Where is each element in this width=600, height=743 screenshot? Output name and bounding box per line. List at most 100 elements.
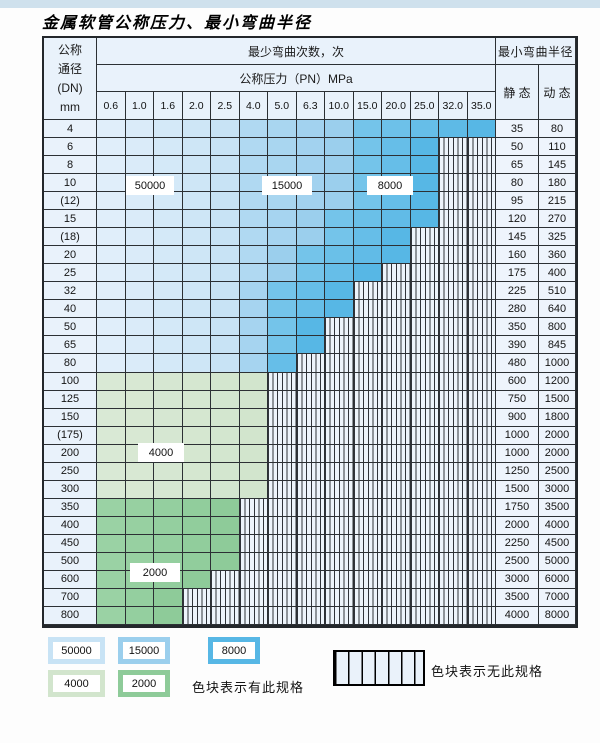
dn-value: 32: [44, 282, 97, 301]
no-spec-cell: [296, 570, 325, 589]
no-spec-cell: [439, 462, 468, 481]
spec-cell-15000: [239, 336, 268, 355]
spec-cell-50000: [125, 264, 154, 283]
spec-table: 公称 通径 (DN) mm 最少弯曲次数，次 最小弯曲半径 公称压力（PN）MP…: [42, 36, 578, 628]
spec-cell-8000: [325, 210, 354, 229]
no-spec-cell: [268, 390, 297, 409]
no-spec-cell: [467, 372, 496, 391]
spec-cell-2000: [97, 498, 126, 517]
no-spec-cell: [410, 300, 439, 319]
spec-cell-15000: [239, 210, 268, 229]
no-spec-cell: [325, 372, 354, 391]
spec-cell-15000: [296, 192, 325, 211]
spec-cell-15000: [239, 318, 268, 337]
no-spec-cell: [439, 210, 468, 229]
spec-cell-50000: [97, 336, 126, 355]
spec-cell-50000: [211, 192, 240, 211]
no-spec-cell: [268, 462, 297, 481]
spec-cell-4000: [154, 408, 183, 427]
spec-cell-50000: [154, 120, 183, 139]
spec-cell-50000: [211, 138, 240, 157]
no-spec-cell: [439, 552, 468, 571]
no-spec-cell: [467, 426, 496, 445]
spec-cell-4000: [125, 372, 154, 391]
dynamic-radius-value: 1200: [539, 372, 576, 391]
no-spec-cell: [325, 462, 354, 481]
no-spec-cell: [467, 228, 496, 247]
spec-cell-2000: [154, 588, 183, 607]
no-spec-cell: [467, 282, 496, 301]
no-spec-cell: [353, 606, 382, 625]
dn-value: 300: [44, 480, 97, 499]
spec-cell-8000: [325, 246, 354, 265]
spec-cell-50000: [154, 228, 183, 247]
spec-cell-8000: [353, 210, 382, 229]
no-spec-cell: [353, 372, 382, 391]
pressure-tick: 6.3: [296, 92, 325, 120]
spec-cell-15000: [268, 264, 297, 283]
no-spec-cell: [353, 570, 382, 589]
dynamic-header: 动 态: [539, 65, 576, 120]
spec-cell-4000: [182, 426, 211, 445]
no-spec-cell: [325, 606, 354, 625]
static-radius-value: 900: [496, 408, 539, 427]
no-spec-cell: [410, 444, 439, 463]
spec-cell-2000: [97, 570, 126, 589]
static-radius-value: 35: [496, 120, 539, 139]
dynamic-radius-value: 3500: [539, 498, 576, 517]
spec-cell-8000: [296, 336, 325, 355]
dn-header-line: 公称: [57, 42, 82, 57]
spec-cell-15000: [239, 282, 268, 301]
spec-cell-50000: [211, 210, 240, 229]
spec-cell-4000: [211, 408, 240, 427]
spec-cell-50000: [182, 120, 211, 139]
no-spec-cell: [268, 516, 297, 535]
spec-cell-50000: [125, 300, 154, 319]
no-spec-cell: [268, 570, 297, 589]
spec-cell-4000: [182, 408, 211, 427]
no-spec-cell: [467, 210, 496, 229]
no-spec-cell: [439, 444, 468, 463]
spec-cell-2000: [97, 588, 126, 607]
spec-cell-4000: [239, 462, 268, 481]
legend-box-label: 2000: [123, 675, 165, 692]
dynamic-radius-value: 400: [539, 264, 576, 283]
no-spec-cell: [182, 606, 211, 625]
pressure-tick: 10.0: [325, 92, 354, 120]
no-spec-cell: [353, 354, 382, 373]
spec-cell-8000: [410, 156, 439, 175]
dynamic-radius-value: 325: [539, 228, 576, 247]
spec-cell-50000: [97, 120, 126, 139]
spec-cell-15000: [268, 228, 297, 247]
legend-box-15000: 15000: [118, 637, 170, 664]
dn-value: 200: [44, 444, 97, 463]
no-spec-cell: [239, 606, 268, 625]
pressure-tick: 0.6: [97, 92, 126, 120]
dn-value: 700: [44, 588, 97, 607]
no-spec-cell: [382, 552, 411, 571]
static-radius-value: 350: [496, 318, 539, 337]
dn-header-line: mm: [60, 99, 80, 114]
legend-has-spec-text: 色块表示有此规格: [192, 680, 305, 695]
spec-cell-50000: [154, 138, 183, 157]
static-radius-value: 2500: [496, 552, 539, 571]
no-spec-cell: [467, 390, 496, 409]
no-spec-cell: [353, 336, 382, 355]
pressure-tick: 4.0: [239, 92, 268, 120]
spec-cell-50000: [125, 282, 154, 301]
spec-cell-4000: [97, 462, 126, 481]
dn-value: (18): [44, 228, 97, 247]
no-spec-cell: [211, 606, 240, 625]
spec-cell-8000: [353, 228, 382, 247]
spec-cell-50000: [125, 156, 154, 175]
dn-header: 公称 通径 (DN) mm: [44, 38, 97, 120]
spec-cell-15000: [268, 192, 297, 211]
spec-cell-50000: [182, 228, 211, 247]
no-spec-cell: [467, 174, 496, 193]
no-spec-cell: [296, 534, 325, 553]
spec-cell-50000: [182, 138, 211, 157]
spec-cell-50000: [182, 210, 211, 229]
spec-cell-15000: [239, 156, 268, 175]
spec-cell-2000: [154, 606, 183, 625]
spec-cell-50000: [182, 192, 211, 211]
